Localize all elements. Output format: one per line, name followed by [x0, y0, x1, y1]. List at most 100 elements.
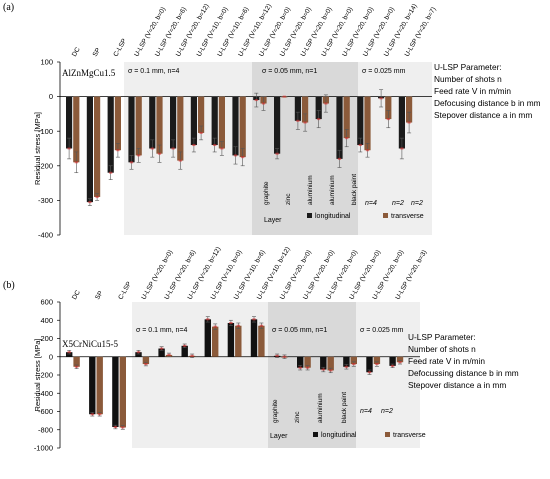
bar-end-marker [167, 353, 171, 356]
bar-end-marker [90, 413, 94, 416]
parameter-line: Stepover distance a in mm [408, 380, 506, 390]
layer-label: black paint [341, 392, 348, 423]
n-label: n=2 [411, 200, 423, 207]
bar-transverse [73, 96, 80, 163]
y-tick-label: 400 [40, 316, 53, 325]
bar-transverse [96, 356, 103, 415]
parameter-line: Feed rate V in m/min [408, 356, 485, 366]
layer-title: Layer [264, 217, 282, 224]
legend-swatch-transverse [385, 432, 390, 437]
bar-longitudinal [170, 96, 177, 149]
bar-end-marker [233, 154, 238, 157]
y-tick-label: 0 [49, 92, 53, 101]
bar-end-marker [229, 321, 233, 324]
material-label: AlZnMgCu1.5 [62, 68, 116, 78]
y-tick-label: -200 [38, 161, 53, 170]
layer-title: Layer [270, 433, 288, 440]
bar-end-marker [213, 144, 217, 147]
bar-longitudinal [398, 96, 405, 149]
bar-transverse [156, 96, 163, 154]
layer-label: aluminium [329, 175, 336, 205]
bar-transverse [396, 356, 404, 363]
y-tick-label: -400 [38, 231, 53, 240]
material-label: X5CrNiCu15-5 [62, 339, 118, 349]
bar-end-marker [206, 318, 210, 321]
bar-longitudinal [149, 96, 156, 149]
legend-swatch-longitudinal [307, 213, 312, 218]
legend-label-transverse: transverse [391, 213, 424, 220]
bar-end-marker [352, 363, 356, 366]
bar-end-marker [358, 144, 362, 147]
y-tick-label: 0 [49, 352, 53, 361]
bar-longitudinal [89, 356, 96, 415]
bar-longitudinal [107, 96, 114, 173]
bar-transverse [350, 356, 357, 365]
bar-longitudinal [315, 96, 322, 120]
bar-end-marker [317, 118, 321, 121]
category-label: DC [71, 46, 82, 58]
y-tick-label: -800 [38, 425, 53, 434]
section-background [124, 62, 252, 235]
bar-end-marker [220, 147, 224, 150]
n-label: n=2 [381, 408, 393, 415]
parameter-title: U-LSP Parameter: [408, 332, 476, 342]
bar-end-marker [321, 368, 325, 371]
bar-longitudinal [112, 356, 119, 428]
bar-end-marker [329, 369, 333, 372]
parameter-line: Stepover distance a in mm [434, 110, 532, 120]
bar-end-marker [213, 325, 217, 328]
category-label: SP [92, 46, 103, 58]
bar-transverse [135, 96, 142, 156]
y-axis-label: Residual stress [MPa] [33, 112, 42, 185]
bar-end-marker [379, 97, 383, 100]
y-tick-label: -100 [38, 127, 53, 136]
bar-transverse [177, 96, 184, 161]
bar-longitudinal [190, 96, 197, 146]
bar-transverse [304, 356, 311, 368]
category-label: C-LSP [117, 280, 133, 301]
section-background [268, 302, 356, 448]
bar-longitudinal [389, 356, 396, 366]
bar-end-marker [344, 365, 349, 368]
bar-end-marker [157, 152, 162, 155]
bar-longitudinal [366, 356, 373, 373]
layer-label: black paint [351, 174, 358, 205]
bar-end-marker [390, 364, 395, 367]
layer-label: zinc [285, 193, 292, 205]
bar-end-marker [337, 157, 342, 160]
bar-transverse [239, 96, 246, 158]
bar-end-marker [400, 147, 404, 150]
bar-end-marker [345, 137, 349, 140]
bar-transverse [218, 96, 225, 149]
bar-transverse [73, 356, 80, 367]
y-tick-label: -600 [38, 407, 53, 416]
bar-longitudinal [204, 319, 211, 357]
bar-end-marker [171, 147, 175, 150]
parameter-line: Number of shots n [434, 74, 502, 84]
bar-longitudinal [357, 96, 364, 146]
bar-longitudinal [66, 352, 73, 357]
bar-end-marker [199, 131, 203, 134]
bar-end-marker [88, 201, 92, 204]
n-label: n=2 [392, 200, 404, 207]
legend-label-transverse: transverse [393, 432, 426, 439]
bar-end-marker [275, 354, 279, 357]
bar-end-marker [367, 371, 372, 374]
bar-transverse [364, 96, 371, 151]
panel-label: (b) [3, 280, 15, 291]
bar-transverse [258, 325, 265, 357]
bar-longitudinal [128, 96, 135, 163]
bar-transverse [212, 326, 219, 357]
bar-end-marker [252, 318, 256, 321]
section-label: σ = 0.025 mm [362, 68, 406, 75]
layer-label: aluminium [317, 393, 324, 423]
section-background [132, 302, 268, 448]
bar-end-marker [375, 363, 379, 366]
legend-label-longitudinal: longitudinal [315, 213, 351, 220]
bar-transverse [94, 96, 101, 197]
parameter-line: Defocusing distance b in mm [434, 98, 541, 108]
section-label: σ = 0.1 mm, n=4 [128, 68, 180, 75]
bar-end-marker [95, 195, 99, 198]
category-label: SP [94, 289, 105, 301]
bar-transverse [385, 96, 392, 120]
